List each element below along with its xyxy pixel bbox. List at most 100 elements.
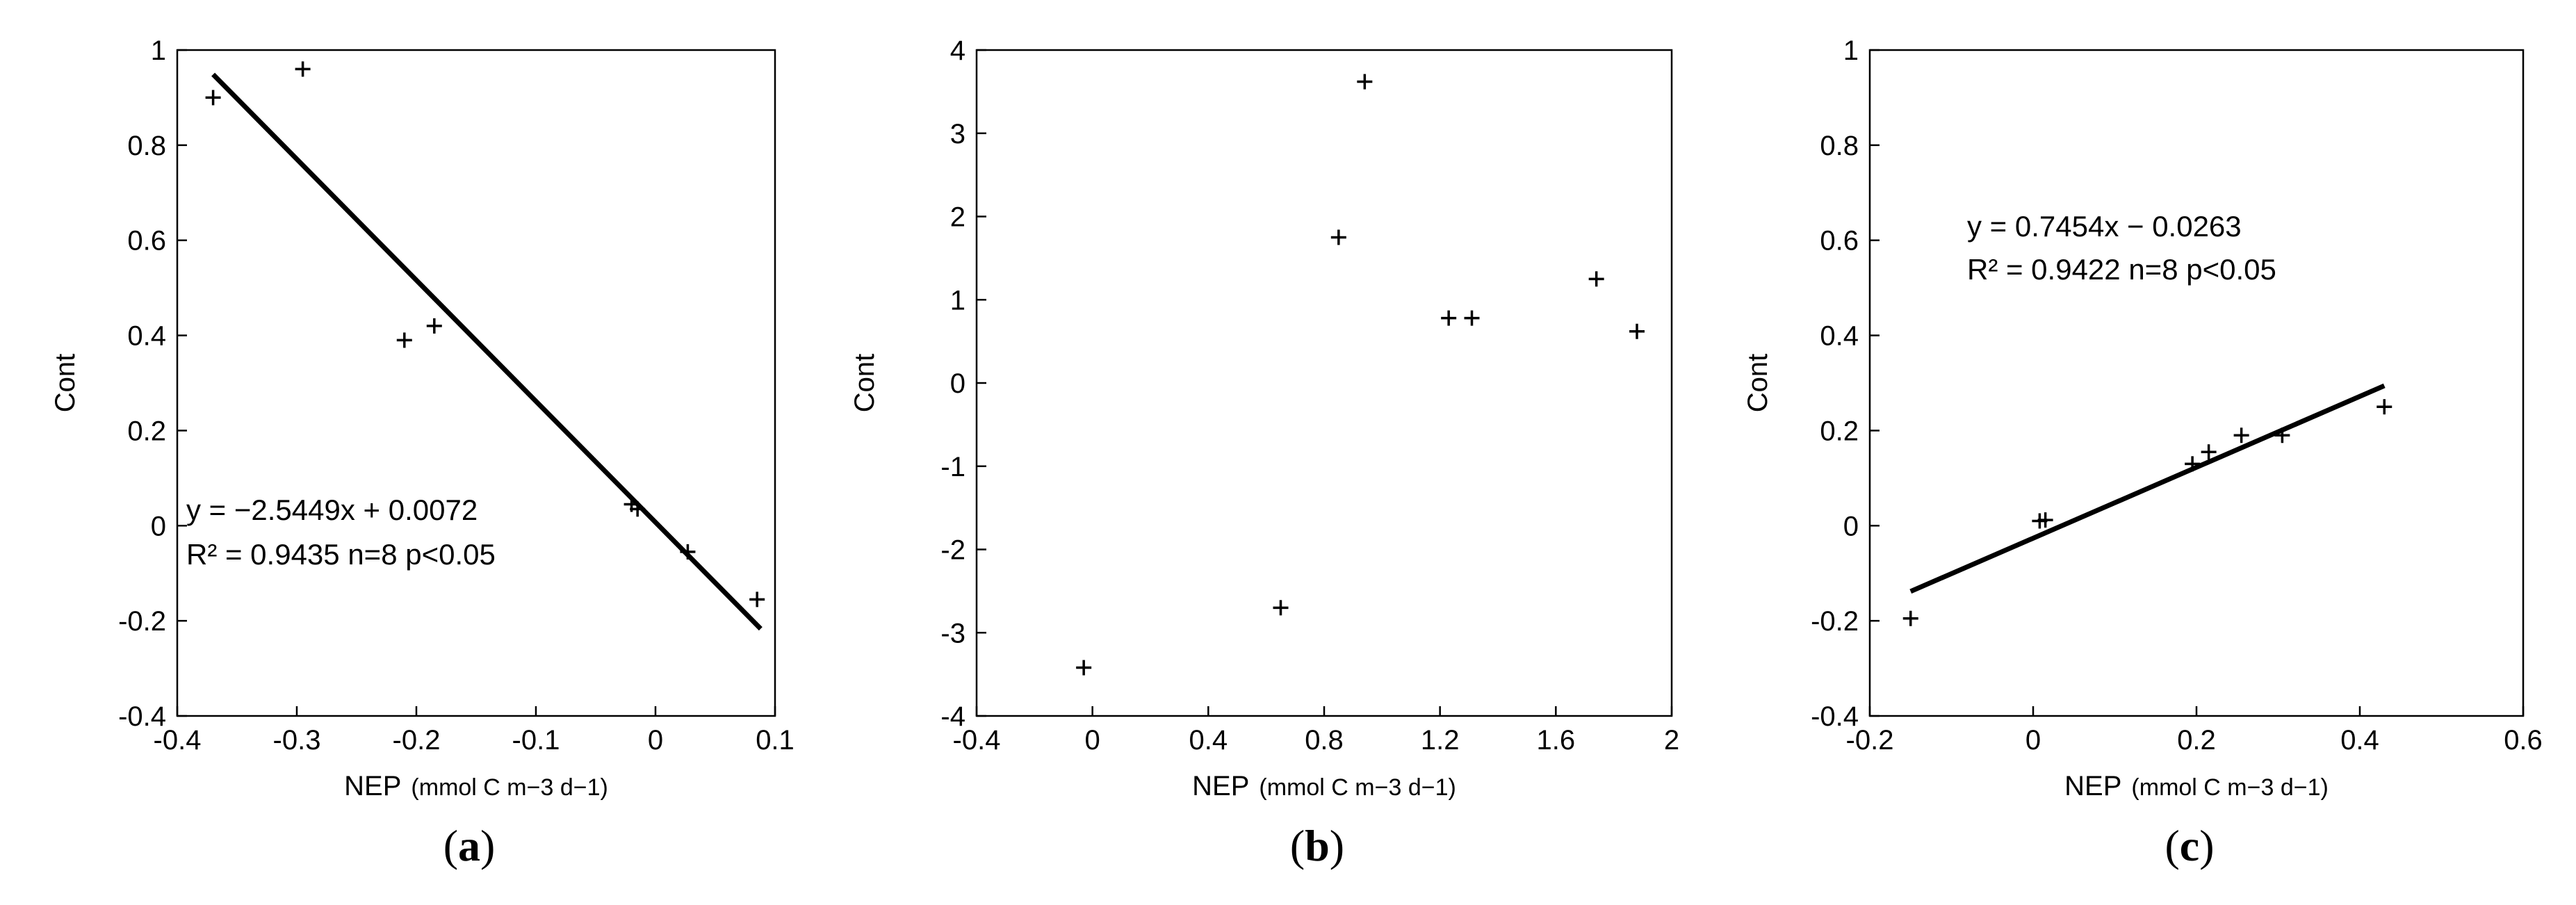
y-tick-label-a-4: 0.4	[127, 321, 166, 352]
x-tick-label-a-0: -0.4	[154, 725, 202, 756]
y-tick-label-a-7: 1	[151, 35, 166, 66]
y-tick-label-a-5: 0.6	[127, 226, 166, 256]
panel-label-a: (a)	[443, 821, 496, 870]
y-axis-title-a: Cont	[50, 354, 81, 413]
x-tick-label-c-1: 0	[2025, 725, 2041, 756]
y-axis-title-b: Cont	[849, 354, 880, 413]
y-tick-label-b-7: 3	[950, 119, 965, 149]
trendline-c	[1909, 383, 2386, 594]
x-tick-label-b-5: 1.6	[1537, 725, 1576, 756]
data-point-c-4	[2201, 444, 2217, 460]
x-tick-label-c-4: 0.6	[2504, 725, 2543, 756]
x-tick-label-b-0: -0.4	[953, 725, 1001, 756]
y-tick-label-a-0: -0.4	[118, 701, 166, 732]
y-tick-label-a-2: 0	[151, 511, 166, 541]
panel-b: -0.4 0 0.4 0.8 1.2 1.6 2 -4 -3 -2 -1 0 1 2 3 4 Cont NEP (m…	[849, 35, 1679, 870]
data-point-b-2	[1330, 229, 1346, 245]
x-axis-title-name-c: NEP	[2064, 771, 2121, 801]
x-tick-label-a-5: 0.1	[756, 725, 794, 756]
x-tick-label-b-6: 2	[1664, 725, 1679, 756]
panel-label-open-paren-c: (	[2165, 821, 2179, 870]
panel-label-close-paren-a: )	[480, 821, 495, 870]
y-tick-label-c-5: 0.6	[1820, 226, 1859, 256]
data-point-c-2	[2037, 512, 2053, 528]
panel-c: -0.2 0 0.2 0.4 0.6-0.4-0.200.20.40.60.81Cont…	[1743, 35, 2543, 870]
y-tick-label-c-6: 0.8	[1820, 131, 1859, 161]
data-point-a-7	[749, 592, 765, 608]
data-point-a-0	[205, 90, 221, 106]
y-tick-label-b-1: -3	[940, 618, 965, 649]
panel-label-letter-c: c	[2180, 821, 2199, 870]
panel-label-letter-b: b	[1305, 821, 1330, 870]
x-tick-label-a-4: 0	[648, 725, 663, 756]
panel-label-close-paren-c: )	[2199, 821, 2214, 870]
y-tick-label-b-5: 1	[950, 285, 965, 316]
panel-label-b: (b)	[1290, 821, 1344, 870]
x-tick-label-b-2: 0.4	[1189, 725, 1228, 756]
x-tick-label-b-1: 0	[1085, 725, 1100, 756]
panel-label-open-paren-a: (	[443, 821, 458, 870]
x-axis-title-a: NEP (mmol C m−3 d−1)	[344, 771, 608, 801]
data-point-a-5	[630, 501, 646, 517]
x-axis-title-unit-a: (mmol C m−3 d−1)	[411, 774, 608, 801]
data-point-b-5	[1464, 310, 1480, 326]
data-point-c-7	[2377, 399, 2392, 415]
y-tick-label-c-0: -0.4	[1811, 701, 1859, 732]
data-point-b-1	[1273, 600, 1289, 616]
data-point-a-1	[295, 61, 311, 77]
y-tick-label-a-3: 0.2	[127, 416, 166, 446]
data-point-a-6	[680, 544, 696, 560]
y-tick-label-c-3: 0.2	[1820, 416, 1859, 446]
panel-label-close-paren-b: )	[1330, 821, 1344, 870]
plot-frame-a	[176, 49, 776, 717]
panel-label-open-paren-b: (	[1290, 821, 1305, 870]
x-axis-title-b: NEP (mmol C m−3 d−1)	[1192, 771, 1456, 801]
trendline-a	[211, 72, 763, 631]
data-point-a-2	[396, 332, 412, 348]
y-tick-label-b-3: -1	[940, 452, 965, 482]
data-point-a-3	[426, 318, 442, 334]
plot-frame-c	[1868, 49, 2525, 717]
x-axis-title-name-a: NEP	[344, 771, 401, 801]
y-tick-label-c-1: -0.2	[1811, 606, 1859, 637]
data-point-c-3	[2185, 456, 2201, 472]
y-tick-label-a-1: -0.2	[118, 606, 166, 637]
x-tick-label-a-3: -0.1	[512, 725, 560, 756]
y-tick-label-b-6: 2	[950, 202, 965, 233]
x-tick-label-c-2: 0.2	[2177, 725, 2216, 756]
y-tick-label-c-2: 0	[1843, 511, 1859, 541]
x-tick-label-a-2: -0.2	[393, 725, 441, 756]
x-tick-label-a-1: -0.3	[273, 725, 321, 756]
regression-stats-c: R² = 0.9422 n=8 p<0.05	[1967, 253, 2276, 286]
y-tick-label-b-0: -4	[940, 701, 965, 732]
x-tick-label-b-3: 0.8	[1305, 725, 1344, 756]
data-point-b-7	[1629, 323, 1645, 339]
data-point-c-5	[2233, 427, 2249, 443]
x-tick-label-c-0: -0.2	[1846, 725, 1894, 756]
x-tick-label-c-3: 0.4	[2340, 725, 2379, 756]
y-tick-label-a-6: 0.8	[127, 131, 166, 161]
x-axis-title-c: NEP (mmol C m−3 d−1)	[2064, 771, 2329, 801]
data-point-b-3	[1357, 74, 1373, 90]
x-tick-label-b-4: 1.2	[1421, 725, 1460, 756]
plot-frame-b	[975, 49, 1673, 717]
x-axis-title-unit-c: (mmol C m−3 d−1)	[2131, 774, 2328, 801]
data-point-b-0	[1076, 660, 1092, 676]
x-axis-title-unit-b: (mmol C m−3 d−1)	[1259, 774, 1456, 801]
data-point-c-6	[2274, 427, 2290, 443]
data-point-b-6	[1588, 271, 1604, 287]
y-tick-label-b-4: 0	[950, 368, 965, 399]
panel-label-letter-a: a	[458, 821, 480, 870]
y-tick-label-b-2: -2	[940, 535, 965, 566]
panel-label-c: (c)	[2165, 821, 2214, 870]
y-tick-label-b-8: 4	[950, 35, 965, 66]
regression-equation-a: y = −2.5449x + 0.0072	[186, 494, 478, 526]
panel-a: -0.4 -0.3 -0.2 -0.1 0 0.1 -0.4 -0.2 0 0.2 0.4 0.6 0.…	[50, 35, 794, 870]
data-point-b-4	[1441, 310, 1457, 326]
y-axis-title-c: Cont	[1743, 354, 1773, 413]
y-tick-label-c-4: 0.4	[1820, 321, 1859, 352]
y-tick-label-c-7: 1	[1843, 35, 1859, 66]
data-point-c-0	[1902, 610, 1918, 626]
regression-equation-c: y = 0.7454x − 0.0263	[1967, 210, 2242, 243]
